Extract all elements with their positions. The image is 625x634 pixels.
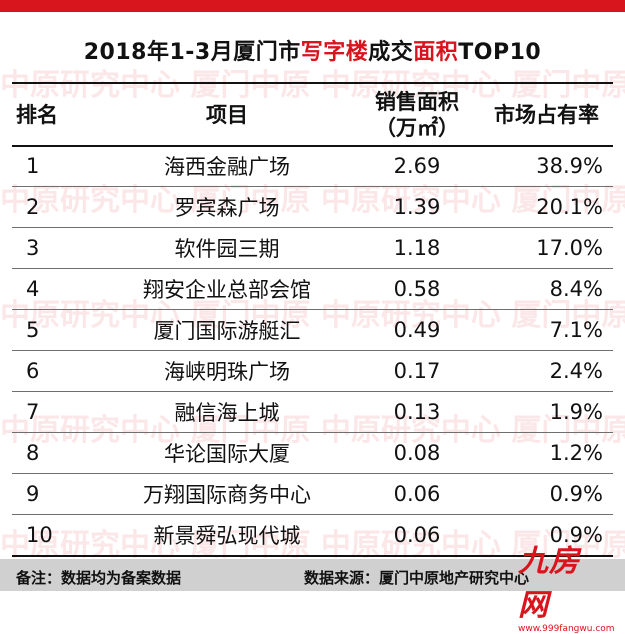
project-cell: 华论国际大厦 (164, 442, 290, 466)
area-cell: 0.17 (393, 359, 441, 383)
project-cell: 翔安企业总部会馆 (143, 278, 311, 302)
header-project: 项目 (206, 102, 248, 127)
area-cell: 0.58 (393, 277, 441, 301)
project-cell: 厦门国际游艇汇 (153, 319, 301, 343)
share-cell: 1.2% (549, 441, 603, 465)
project-cell: 融信海上城 (174, 401, 280, 425)
rank-cell: 3 (26, 236, 40, 260)
share-cell: 8.4% (549, 277, 603, 301)
project-cell: 海峡明珠广场 (164, 360, 290, 384)
header-share: 市场占有率 (494, 102, 599, 127)
title-part: 2018年1-3月厦门市 (83, 40, 301, 65)
footer-source: 数据来源：厦门中原地产研究中心 (304, 569, 530, 587)
project-cell: 海西金融广场 (164, 155, 290, 179)
header-area-line2: （万㎡） (375, 116, 459, 140)
table-header: 排名 项目 销售面积 （万㎡） 市场占有率 (12, 84, 613, 146)
header-area-line1: 销售面积 (375, 89, 459, 114)
area-cell: 0.06 (393, 523, 441, 547)
table-top-rule (12, 82, 613, 84)
project-cell: 罗宾森广场 (174, 196, 280, 220)
table-body: 1 海西金融广场 2.69 38.9% 2 罗宾森广场 1.39 20.1% 3… (12, 146, 613, 557)
header-rank: 排名 (16, 102, 58, 127)
rank-cell: 10 (26, 523, 53, 547)
table-title: 2018年1-3月厦门市写字楼成交面积TOP10 (0, 34, 625, 66)
share-cell: 0.9% (549, 482, 603, 506)
table-row: 7 融信海上城 0.13 1.9% (12, 392, 613, 433)
title-part: TOP10 (458, 40, 542, 65)
share-cell: 1.9% (549, 400, 603, 424)
rank-cell: 8 (26, 441, 40, 465)
area-cell: 1.18 (393, 236, 441, 260)
table-row: 4 翔安企业总部会馆 0.58 8.4% (12, 269, 613, 310)
logo-mark: 九房网 (518, 544, 580, 623)
rank-cell: 1 (26, 154, 40, 178)
header-area: 销售面积 （万㎡） (342, 84, 492, 146)
share-cell: 7.1% (549, 318, 603, 342)
area-cell: 2.69 (393, 154, 441, 178)
table-row: 8 华论国际大厦 0.08 1.2% (12, 433, 613, 474)
footer-bar (0, 559, 625, 591)
project-cell: 万翔国际商务中心 (143, 483, 311, 507)
table-row: 9 万翔国际商务中心 0.06 0.9% (12, 474, 613, 515)
title-part: 成交 (368, 40, 414, 65)
share-cell: 17.0% (536, 236, 603, 260)
share-cell: 38.9% (536, 154, 603, 178)
title-highlight: 面积 (413, 40, 459, 65)
table-row: 1 海西金融广场 2.69 38.9% (12, 146, 613, 187)
share-cell: 0.9% (549, 523, 603, 547)
title-highlight: 写字楼 (300, 40, 369, 65)
area-cell: 1.39 (393, 195, 441, 219)
table-row: 10 新景舜弘现代城 0.06 0.9% (12, 515, 613, 557)
project-cell: 新景舜弘现代城 (153, 524, 301, 548)
rank-cell: 6 (26, 359, 40, 383)
table-row: 3 软件园三期 1.18 17.0% (12, 228, 613, 269)
project-cell: 软件园三期 (174, 237, 280, 261)
table-row: 5 厦门国际游艇汇 0.49 7.1% (12, 310, 613, 351)
footer-note: 备注：数据均为备案数据 (16, 569, 182, 587)
share-cell: 20.1% (536, 195, 603, 219)
logo-url: www.999fangwu.com (518, 624, 615, 634)
area-cell: 0.06 (393, 482, 441, 506)
table-row: 2 罗宾森广场 1.39 20.1% (12, 187, 613, 228)
rank-cell: 2 (26, 195, 40, 219)
table-row: 6 海峡明珠广场 0.17 2.4% (12, 351, 613, 392)
site-logo: 九房网 www.999fangwu.com (518, 536, 615, 634)
top-accent-bar (0, 0, 625, 12)
share-cell: 2.4% (549, 359, 603, 383)
rank-cell: 4 (26, 277, 40, 301)
area-cell: 0.49 (393, 318, 441, 342)
area-cell: 0.08 (393, 441, 441, 465)
rank-cell: 5 (26, 318, 40, 342)
rank-cell: 9 (26, 482, 40, 506)
area-cell: 0.13 (393, 400, 441, 424)
rank-cell: 7 (26, 400, 40, 424)
header-bottom-rule (12, 145, 613, 147)
